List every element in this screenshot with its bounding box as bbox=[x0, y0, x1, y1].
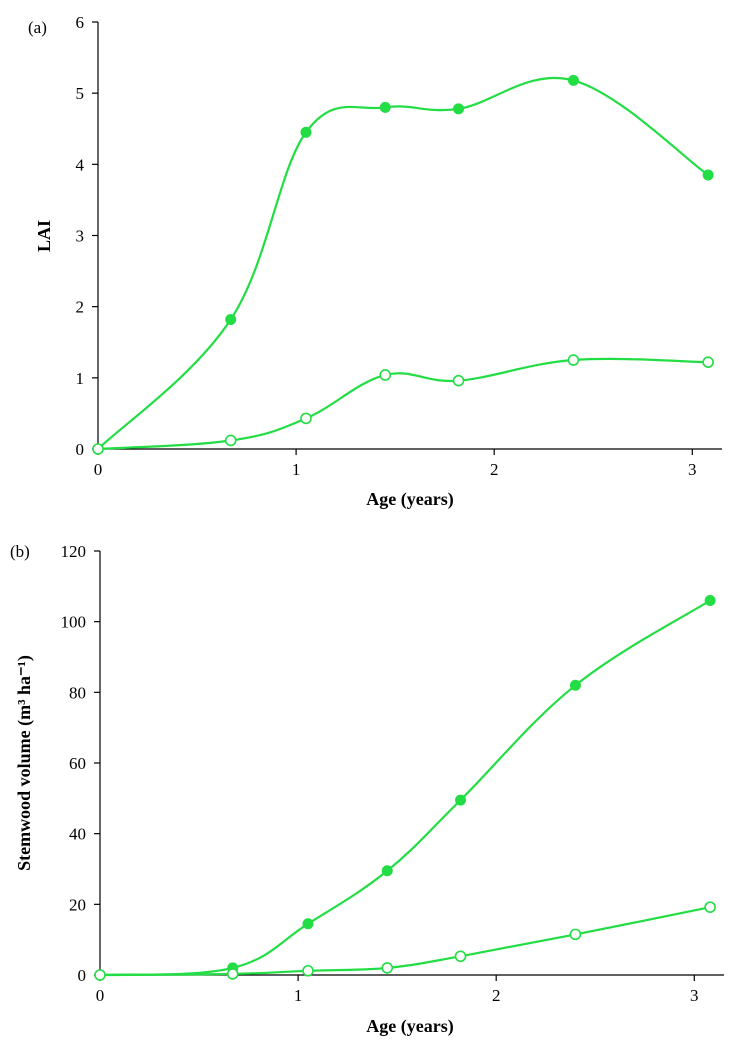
y-tick-label: 60 bbox=[69, 754, 86, 773]
x-tick-label: 2 bbox=[490, 460, 499, 479]
data-point-filled bbox=[567, 74, 579, 86]
series-line-filled bbox=[97, 76, 709, 450]
data-point-open bbox=[302, 964, 314, 977]
y-tick-label: 3 bbox=[76, 227, 85, 246]
y-tick-label: 100 bbox=[61, 613, 87, 632]
data-point-open bbox=[567, 354, 580, 366]
data-point-filled bbox=[300, 126, 312, 138]
data-point-filled bbox=[302, 918, 314, 930]
y-tick-label: 6 bbox=[76, 13, 85, 32]
panel-a-y-ticks: 0 1 2 3 4 5 6 bbox=[76, 13, 98, 459]
data-point-filled bbox=[379, 101, 391, 113]
panel-b-x-axis-title: Age (years) bbox=[366, 1016, 453, 1037]
panel-b-label: (b) bbox=[10, 542, 30, 561]
data-point-open bbox=[224, 434, 237, 447]
data-point-filled bbox=[455, 794, 467, 806]
data-point-filled bbox=[704, 594, 716, 606]
x-tick-label: 0 bbox=[94, 460, 103, 479]
data-point-open bbox=[569, 928, 582, 941]
panel-b: (b) 0 20 40 60 80 100 120 0 1 2 3 Stemwood volume… bbox=[10, 542, 724, 1037]
series-line-open bbox=[97, 357, 709, 451]
panel-a: (a) 0 1 2 3 4 5 6 0 1 2 3 LAI Age (years) bbox=[28, 13, 722, 510]
x-tick-label: 1 bbox=[294, 986, 303, 1005]
y-tick-label: 20 bbox=[69, 895, 86, 914]
data-point-open bbox=[454, 950, 467, 963]
data-point-open bbox=[300, 412, 312, 425]
y-tick-label: 0 bbox=[78, 966, 87, 985]
series-line-open bbox=[99, 906, 711, 977]
y-tick-label: 80 bbox=[69, 683, 86, 702]
data-point-open bbox=[381, 962, 394, 974]
series-line-filled bbox=[99, 599, 711, 977]
y-tick-label: 120 bbox=[61, 542, 87, 561]
x-tick-label: 1 bbox=[292, 460, 301, 479]
data-point-open bbox=[702, 356, 714, 368]
panel-a-x-axis-title: Age (years) bbox=[366, 489, 453, 510]
data-point-open bbox=[226, 968, 239, 980]
panel-b-points bbox=[94, 594, 716, 981]
panel-a-y-axis-title: LAI bbox=[34, 220, 54, 252]
data-point-filled bbox=[569, 679, 581, 691]
panel-b-series bbox=[99, 599, 711, 977]
data-point-open bbox=[92, 443, 104, 455]
panel-a-points bbox=[92, 74, 714, 455]
x-tick-label: 3 bbox=[688, 460, 697, 479]
panel-b-y-ticks: 0 20 40 60 80 100 120 bbox=[61, 542, 100, 985]
y-tick-label: 40 bbox=[69, 825, 86, 844]
panel-a-series bbox=[97, 76, 709, 451]
data-point-filled bbox=[702, 169, 714, 181]
panel-b-x-ticks: 0 1 2 3 bbox=[96, 975, 699, 1005]
data-point-open bbox=[704, 901, 716, 913]
x-tick-label: 0 bbox=[96, 986, 105, 1005]
data-point-filled bbox=[381, 865, 393, 877]
y-tick-label: 0 bbox=[76, 440, 85, 459]
x-tick-label: 3 bbox=[690, 986, 699, 1005]
y-tick-label: 2 bbox=[76, 298, 85, 317]
x-tick-label: 2 bbox=[492, 986, 501, 1005]
panel-a-x-ticks: 0 1 2 3 bbox=[94, 449, 697, 479]
data-point-open bbox=[94, 969, 106, 981]
panel-a-label: (a) bbox=[28, 18, 47, 37]
data-point-open bbox=[452, 374, 465, 387]
y-tick-label: 5 bbox=[76, 84, 85, 103]
data-point-filled bbox=[225, 313, 237, 325]
panel-b-y-axis-title: Stemwood volume (m³ ha⁻¹) bbox=[14, 655, 35, 871]
data-point-filled bbox=[453, 103, 465, 115]
y-tick-label: 1 bbox=[76, 369, 85, 388]
y-tick-label: 4 bbox=[76, 155, 85, 174]
data-point-open bbox=[379, 369, 392, 381]
